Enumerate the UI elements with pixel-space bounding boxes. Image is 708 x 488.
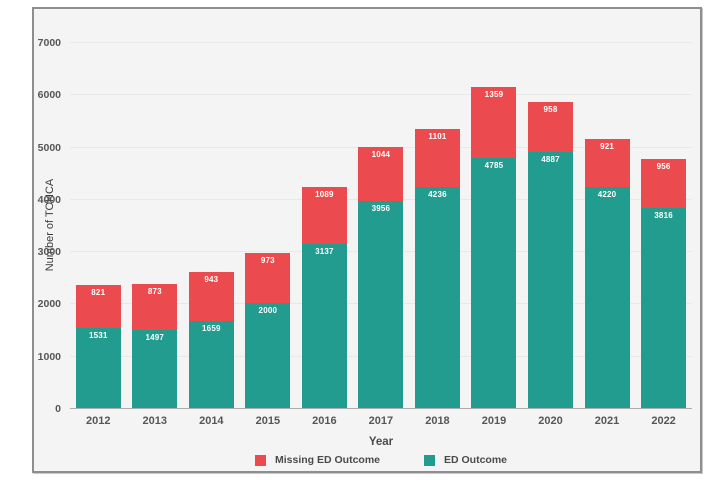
- x-axis-tick-labels: 2012 2013 2014 2015 2016 2017 2018 2019 2020 2021…: [70, 415, 692, 427]
- bar-2012: 821 1531: [75, 285, 121, 408]
- bar-value-label: 821: [91, 288, 106, 298]
- bar-value-label: 1497: [145, 332, 165, 342]
- y-tick-label: 2000: [37, 298, 61, 311]
- bar-segment-ed-outcome: 4785: [471, 157, 517, 408]
- x-tick-label: 2021: [594, 415, 620, 427]
- bar-segment-ed-outcome: 3956: [358, 201, 404, 408]
- bar-value-label: 4785: [484, 160, 504, 170]
- bar-value-label: 956: [656, 161, 671, 171]
- bars-row: 821 1531 873 1497 943 1659 973 2000 1089 3137 1044…: [70, 42, 692, 408]
- bar-value-label: 1659: [202, 324, 221, 334]
- x-tick-label: 2020: [538, 415, 563, 427]
- plot-area: 0 1000 2000 3000 4000 5000 6000 7000 821 1531 873…: [38, 37, 692, 415]
- bar-value-label: 1044: [371, 149, 391, 159]
- x-tick-label: 2019: [481, 415, 507, 427]
- bar-segment-ed-outcome: 3137: [301, 243, 347, 408]
- bar-segment-missing-ed-outcome: 821: [75, 285, 121, 328]
- bar-2016: 1089 3137: [301, 187, 347, 408]
- bar-value-label: 973: [260, 255, 275, 265]
- x-tick-label: 2018: [425, 415, 450, 427]
- bar-2020: 958 4887: [528, 102, 574, 408]
- bar-segment-missing-ed-outcome: 973: [245, 252, 291, 304]
- bar-value-label: 1359: [484, 89, 504, 99]
- bar-segment-ed-outcome: 3816: [641, 208, 687, 408]
- bar-segment-missing-ed-outcome: 1044: [358, 146, 404, 202]
- x-tick-label: 2022: [651, 415, 676, 427]
- bar-value-label: 3137: [315, 246, 334, 256]
- bar-2019: 1359 4785: [471, 86, 517, 408]
- y-tick-label: 6000: [37, 89, 61, 102]
- bar-segment-missing-ed-outcome: 873: [132, 284, 178, 330]
- bar-value-label: 1101: [428, 131, 447, 141]
- legend-label: ED Outcome: [444, 454, 508, 466]
- bar-segment-ed-outcome: 2000: [245, 303, 291, 408]
- x-axis-title: Year: [368, 436, 394, 448]
- bar-2021: 921 4220: [584, 139, 630, 408]
- x-tick-label: 2014: [199, 415, 224, 427]
- bar-segment-ed-outcome: 1497: [132, 329, 178, 408]
- bar-segment-missing-ed-outcome: 1359: [471, 86, 517, 158]
- bar-2017: 1044 3956: [358, 146, 404, 408]
- x-tick-label: 2013: [142, 415, 168, 427]
- bar-segment-missing-ed-outcome: 921: [584, 139, 630, 188]
- y-tick-label: 1000: [37, 350, 61, 363]
- bar-value-label: 3956: [371, 204, 391, 214]
- legend-swatch-icon: [424, 454, 435, 466]
- bar-segment-ed-outcome: 1659: [188, 321, 234, 408]
- bar-value-label: 958: [543, 105, 558, 115]
- chart-frame: Number of TOHCA 0 1000 2000 3000 4000 5000 600…: [32, 7, 702, 473]
- legend-item: Missing ED Outcome: [254, 454, 380, 466]
- gridline: [70, 42, 692, 43]
- legend-label: Missing ED Outcome: [274, 454, 380, 466]
- y-tick-label: 4000: [37, 193, 61, 206]
- bar-value-label: 943: [204, 274, 219, 284]
- bar-value-label: 4220: [597, 190, 617, 200]
- y-tick-label: 0: [55, 403, 61, 415]
- bar-segment-missing-ed-outcome: 958: [528, 102, 574, 153]
- bar-segment-missing-ed-outcome: 943: [188, 271, 234, 322]
- x-tick-label: 2017: [368, 415, 394, 427]
- legend: Missing ED Outcome ED Outcome: [70, 454, 692, 466]
- bar-segment-ed-outcome: 1531: [75, 327, 121, 408]
- bar-2014: 943 1659: [188, 271, 234, 408]
- bar-segment-ed-outcome: 4887: [528, 152, 574, 408]
- x-tick-label: 2012: [86, 415, 111, 427]
- bar-2013: 873 1497: [132, 284, 178, 408]
- bar-value-label: 1089: [315, 190, 334, 200]
- bar-value-label: 4887: [541, 155, 560, 165]
- bar-value-label: 4236: [428, 189, 447, 199]
- bar-segment-missing-ed-outcome: 1089: [301, 187, 347, 244]
- y-axis-title: Number of TOHCA: [44, 178, 56, 272]
- bar-value-label: 921: [600, 142, 615, 152]
- bar-segment-missing-ed-outcome: 956: [641, 158, 687, 209]
- bar-2022: 956 3816: [641, 158, 687, 408]
- bar-2018: 1101 4236: [414, 128, 460, 408]
- bar-value-label: 873: [147, 287, 162, 297]
- y-tick-label: 7000: [37, 37, 61, 49]
- x-tick-label: 2016: [312, 415, 337, 427]
- x-axis-line: [70, 408, 692, 409]
- x-tick-label: 2015: [255, 415, 281, 427]
- gridline: [70, 94, 692, 96]
- bar-value-label: 1531: [88, 330, 108, 340]
- bar-segment-ed-outcome: 4220: [584, 187, 630, 408]
- bar-value-label: 3816: [654, 211, 673, 221]
- bar-value-label: 2000: [258, 306, 278, 316]
- legend-item: ED Outcome: [424, 454, 507, 466]
- bar-2015: 973 2000: [245, 252, 291, 408]
- bar-segment-missing-ed-outcome: 1101: [414, 128, 460, 187]
- legend-swatch-icon: [254, 454, 266, 466]
- y-tick-label: 3000: [37, 246, 61, 259]
- bar-segment-ed-outcome: 4236: [414, 186, 460, 408]
- y-tick-label: 5000: [37, 141, 61, 154]
